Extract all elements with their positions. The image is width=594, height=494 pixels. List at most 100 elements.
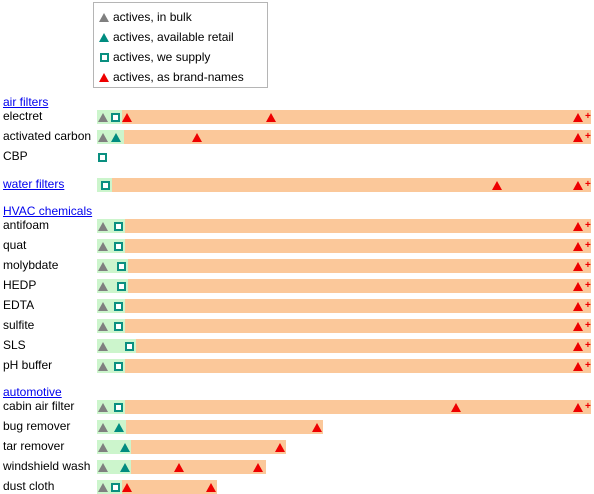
bar-orange-segment — [125, 319, 591, 333]
chart-row: + SLS — [0, 338, 594, 353]
red-triangle-icon — [451, 403, 461, 412]
bar-orange-segment — [136, 339, 591, 353]
row-label: sulfite — [3, 318, 35, 332]
teal-triangle-icon — [120, 443, 130, 452]
chart-row: + EDTA — [0, 298, 594, 313]
row-label: pH buffer — [3, 358, 53, 372]
bar-orange-segment — [125, 359, 591, 373]
bar-orange-segment — [128, 259, 591, 273]
row-label: electret — [3, 109, 43, 123]
bar-orange-segment — [125, 400, 591, 414]
bar-orange-segment — [125, 219, 591, 233]
gray-triangle-icon — [98, 133, 108, 142]
teal-square-icon — [111, 113, 120, 122]
bar-orange-segment — [126, 420, 323, 434]
row-label: windshield wash — [3, 459, 91, 473]
plus-icon: + — [585, 320, 591, 331]
gray-triangle-icon — [98, 242, 108, 251]
section-link-air-filters[interactable]: air filters — [3, 95, 49, 109]
teal-square-icon — [114, 322, 123, 331]
teal-square-icon — [117, 282, 126, 291]
chart-row: + electret — [0, 109, 594, 124]
teal-square-icon — [98, 153, 107, 162]
row-label: EDTA — [3, 298, 35, 312]
bar-orange-segment — [112, 178, 591, 192]
row-label: cabin air filter — [3, 399, 75, 413]
red-triangle-icon — [573, 262, 583, 271]
red-triangle-icon — [206, 483, 216, 492]
bar-orange-segment — [128, 279, 591, 293]
row-label: CBP — [3, 149, 28, 163]
teal-square-icon — [114, 302, 123, 311]
bar-orange-segment — [125, 299, 591, 313]
chart-row: + — [0, 177, 594, 192]
red-triangle-icon — [573, 222, 583, 231]
plus-icon: + — [585, 340, 591, 351]
plus-icon: + — [585, 401, 591, 412]
teal-triangle-icon — [99, 32, 109, 42]
bar-orange-segment — [125, 239, 591, 253]
row-label: activated carbon — [3, 129, 92, 143]
red-triangle-icon — [312, 423, 322, 432]
legend-box: actives, in bulk actives, available reta… — [93, 2, 268, 88]
bar-orange-segment — [131, 460, 266, 474]
section-link-water-filters[interactable]: water filters — [3, 177, 65, 191]
teal-square-icon — [99, 52, 109, 62]
plus-icon: + — [585, 240, 591, 251]
chart-row: + pH buffer — [0, 358, 594, 373]
plus-icon: + — [585, 179, 591, 190]
teal-square-icon — [101, 181, 110, 190]
row-label: antifoam — [3, 218, 50, 232]
gray-triangle-icon — [98, 403, 108, 412]
chart-row: + quat — [0, 238, 594, 253]
section-link-automotive[interactable]: automotive — [3, 385, 62, 399]
red-triangle-icon — [573, 113, 583, 122]
bar-orange-segment — [122, 480, 217, 494]
red-triangle-icon — [192, 133, 202, 142]
red-triangle-icon — [122, 113, 132, 122]
teal-square-icon — [111, 483, 120, 492]
bar-orange-segment — [122, 110, 591, 124]
red-triangle-icon — [573, 133, 583, 142]
teal-triangle-icon — [120, 463, 130, 472]
gray-triangle-icon — [98, 443, 108, 452]
bar-orange-segment — [124, 130, 591, 144]
red-triangle-icon — [492, 181, 502, 190]
plus-icon: + — [585, 300, 591, 311]
legend-label: actives, in bulk — [113, 10, 192, 24]
plus-icon: + — [585, 131, 591, 142]
gray-triangle-icon — [98, 262, 108, 271]
teal-square-icon — [125, 342, 134, 351]
gray-triangle-icon — [98, 463, 108, 472]
chart-row: + activated carbon — [0, 129, 594, 144]
red-triangle-icon — [253, 463, 263, 472]
chart-row: + cabin air filter — [0, 399, 594, 414]
red-triangle-icon — [573, 181, 583, 190]
chart-row: + HEDP — [0, 278, 594, 293]
legend-label: actives, as brand-names — [113, 70, 244, 84]
row-label: dust cloth — [3, 479, 55, 493]
gray-triangle-icon — [98, 302, 108, 311]
plus-icon: + — [585, 260, 591, 271]
legend-label: actives, we supply — [113, 50, 211, 64]
chart-row: CBP — [0, 149, 594, 163]
teal-square-icon — [114, 362, 123, 371]
legend-label: actives, available retail — [113, 30, 234, 44]
red-triangle-icon — [573, 282, 583, 291]
red-triangle-icon — [99, 72, 109, 82]
gray-triangle-icon — [98, 362, 108, 371]
gray-triangle-icon — [98, 483, 108, 492]
plus-icon: + — [585, 111, 591, 122]
teal-square-icon — [117, 262, 126, 271]
row-label: SLS — [3, 338, 26, 352]
chart-row: + sulfite — [0, 318, 594, 333]
gray-triangle-icon — [98, 342, 108, 351]
section-link-hvac-chemicals[interactable]: HVAC chemicals — [3, 204, 93, 218]
chart-row: + molybdate — [0, 258, 594, 273]
teal-square-icon — [114, 242, 123, 251]
red-triangle-icon — [122, 483, 132, 492]
row-label: molybdate — [3, 258, 59, 272]
teal-triangle-icon — [111, 133, 121, 142]
row-label: tar remover — [3, 439, 65, 453]
red-triangle-icon — [573, 403, 583, 412]
